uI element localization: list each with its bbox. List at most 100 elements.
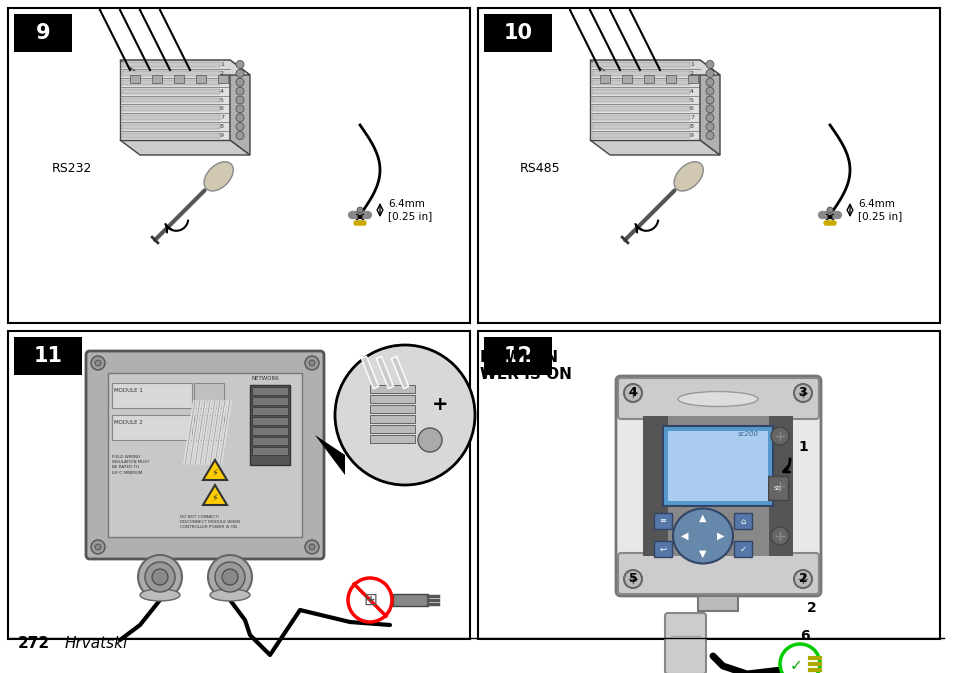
Bar [252,407,288,415]
Text: 11: 11 [33,346,63,366]
Circle shape [235,69,244,77]
Bar [252,427,288,435]
Circle shape [705,61,713,69]
Text: ◀: ◀ [680,531,688,541]
Text: 7: 7 [220,115,224,120]
Bar [250,385,290,465]
Text: 2: 2 [689,71,693,76]
Polygon shape [203,460,227,480]
Bar [393,594,428,606]
Circle shape [770,527,788,545]
FancyBboxPatch shape [618,378,818,419]
Circle shape [235,131,244,139]
Circle shape [91,540,105,554]
Bar [195,75,206,83]
Bar [8,8,470,323]
Text: ✓: ✓ [739,544,745,553]
Bar [592,89,689,94]
Bar [477,331,939,639]
Bar [370,395,415,403]
Bar [662,426,772,506]
FancyBboxPatch shape [616,376,821,596]
Bar [370,425,415,433]
Polygon shape [314,435,345,475]
Circle shape [235,87,244,95]
Bar [122,115,220,120]
Circle shape [356,207,363,213]
Bar [733,541,751,557]
Circle shape [145,562,174,592]
Bar [122,89,220,94]
Bar [654,513,671,529]
Bar [112,415,192,440]
Text: 2: 2 [806,601,816,615]
Bar [252,437,288,445]
Bar [370,415,415,423]
Text: Hrvatski: Hrvatski [65,635,128,651]
Bar [592,71,689,76]
Bar [193,415,224,440]
Bar [370,405,415,413]
Text: RS485: RS485 [519,162,560,174]
Text: 272: 272 [18,635,51,651]
Circle shape [770,477,788,495]
Circle shape [235,61,244,69]
Circle shape [705,69,713,77]
Ellipse shape [140,589,180,601]
Bar [599,75,609,83]
Text: 6: 6 [689,106,693,112]
Bar [122,125,220,129]
Text: 5: 5 [628,573,637,586]
Text: 9: 9 [689,133,693,138]
Circle shape [305,540,318,554]
Circle shape [95,360,101,366]
Polygon shape [230,60,250,155]
Text: 1: 1 [689,62,693,67]
Text: FIELD WIRING
INSULATION MUST
BE RATED TO
60°C MINIMUM: FIELD WIRING INSULATION MUST BE RATED TO… [112,455,150,474]
Polygon shape [700,60,720,155]
Bar [592,98,689,102]
Bar [621,75,631,83]
Circle shape [235,114,244,122]
Bar [122,71,220,76]
Text: 5: 5 [220,98,224,102]
Bar [252,417,288,425]
Bar [592,80,689,85]
Bar [667,431,767,501]
Text: 6: 6 [220,106,224,112]
Text: ⚡: ⚡ [212,493,218,503]
Text: ✓: ✓ [789,658,801,673]
Text: 3: 3 [220,79,224,85]
Circle shape [95,544,101,550]
Text: 9: 9 [35,23,51,43]
Text: 6.4mm
[0.25 in]: 6.4mm [0.25 in] [857,199,902,221]
Bar [592,125,689,129]
Circle shape [826,207,832,213]
Circle shape [335,345,475,485]
Polygon shape [120,60,250,75]
Text: ⌂: ⌂ [740,516,745,526]
Bar [767,416,792,556]
Bar [173,75,184,83]
Ellipse shape [674,162,702,191]
Bar [592,62,689,67]
Circle shape [91,356,105,370]
Text: ▶: ▶ [717,531,724,541]
FancyBboxPatch shape [86,351,324,559]
Bar [122,62,220,67]
Circle shape [417,428,441,452]
Text: 12: 12 [503,346,532,366]
Bar [252,447,288,455]
Circle shape [705,114,713,122]
Bar [687,75,698,83]
Text: 3: 3 [798,386,806,400]
Text: ≡: ≡ [659,516,666,526]
Circle shape [235,96,244,104]
Bar [767,476,787,500]
Text: ⚡: ⚡ [212,468,218,478]
Circle shape [780,644,820,673]
Bar [112,383,192,408]
Text: 3: 3 [689,79,693,85]
Circle shape [214,562,245,592]
Text: 8: 8 [220,124,224,129]
